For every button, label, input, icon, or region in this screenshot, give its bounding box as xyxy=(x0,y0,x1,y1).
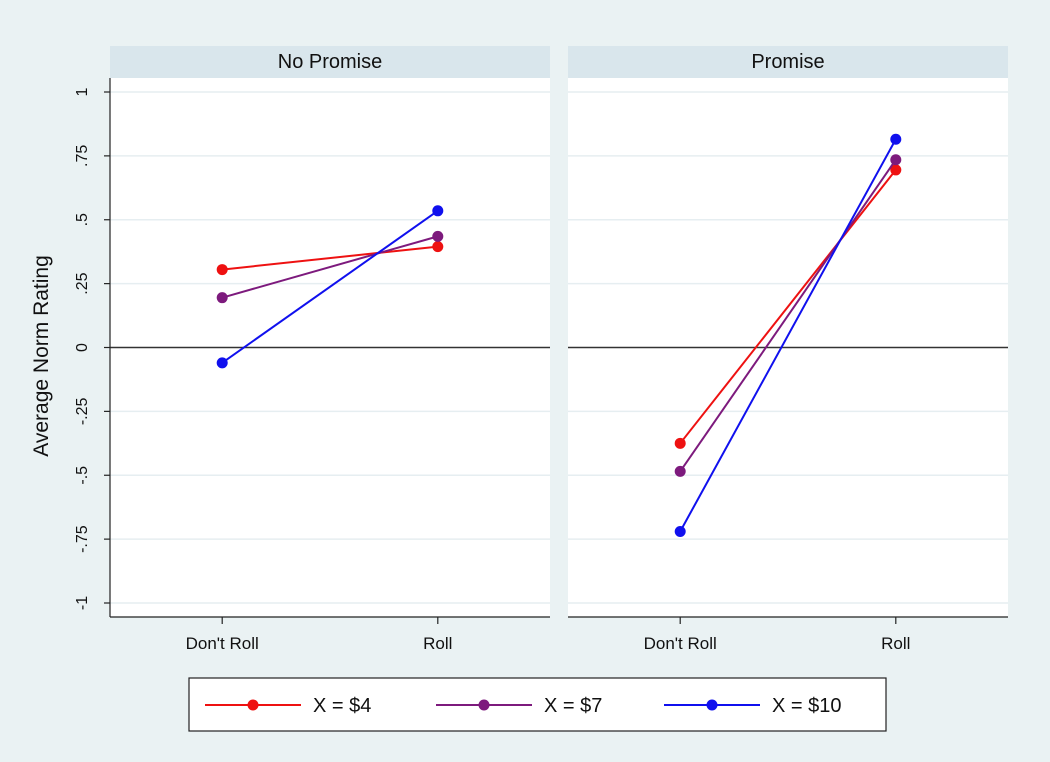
data-point-0-0-1 xyxy=(432,241,444,253)
x-tick-label-1-1: Roll xyxy=(881,634,910,653)
series-line-0-0 xyxy=(222,245,438,271)
panel-0: No Promise 1 .75 .5 .25 0 -.25 -.5 -.75 -1 Don't R… xyxy=(74,46,550,653)
legend-label-0: X = $4 xyxy=(313,695,371,717)
data-point-0-1-1 xyxy=(432,230,444,242)
data-point-1-0-0 xyxy=(674,437,686,449)
legend-marker-2 xyxy=(706,699,718,711)
y-tick-label-2: .5 xyxy=(74,213,91,226)
legend-marker-0 xyxy=(247,699,259,711)
panel-title-1: Promise xyxy=(751,51,824,73)
y-tick-label-4: 0 xyxy=(74,343,91,352)
data-point-1-2-1 xyxy=(890,133,902,145)
legend-label-2: X = $10 xyxy=(772,695,842,717)
y-tick-label-1: .75 xyxy=(74,145,91,167)
panel-header-1 xyxy=(568,46,1008,78)
y-tick-label-8: -1 xyxy=(74,596,91,610)
y-tick-label-5: -.25 xyxy=(74,397,91,425)
series-line-0-2 xyxy=(221,209,439,364)
y-tick-label-7: -.75 xyxy=(74,525,91,553)
panel-1: Promise Don't Roll Roll xyxy=(568,46,1008,653)
data-point-1-1-1 xyxy=(890,154,902,166)
panel-header-0 xyxy=(110,46,550,78)
x-tick-label-0-1: Roll xyxy=(423,634,452,653)
y-tick-label-3: .25 xyxy=(74,272,91,294)
y-tick-label-6: -.5 xyxy=(74,466,91,485)
data-point-1-1-0 xyxy=(674,465,686,477)
data-point-0-1-0 xyxy=(216,292,228,304)
y-tick-label-0: 1 xyxy=(74,87,91,96)
series-line-1-2 xyxy=(679,138,897,532)
data-point-0-2-0 xyxy=(216,357,228,369)
x-tick-label-1-0: Don't Roll xyxy=(644,634,717,653)
data-point-1-2-0 xyxy=(674,525,686,537)
series-line-1-1 xyxy=(679,159,897,472)
x-tick-label-0-0: Don't Roll xyxy=(186,634,259,653)
data-point-0-2-1 xyxy=(432,205,444,217)
legend-label-1: X = $7 xyxy=(544,695,602,717)
data-point-0-0-0 xyxy=(216,264,228,276)
legend: X = $4 X = $7 X = $10 xyxy=(188,677,887,732)
y-axis-label: Average Norm Rating xyxy=(30,255,53,457)
series-line-0-1 xyxy=(221,235,439,299)
panels: No Promise 1 .75 .5 .25 0 -.25 -.5 -.75 -1 Don't R… xyxy=(74,46,1008,653)
panel-title-0: No Promise xyxy=(278,51,382,73)
series-line-1-0 xyxy=(679,169,897,444)
data-point-1-0-1 xyxy=(890,164,902,176)
legend-box xyxy=(188,677,887,732)
legend-marker-1 xyxy=(478,699,490,711)
